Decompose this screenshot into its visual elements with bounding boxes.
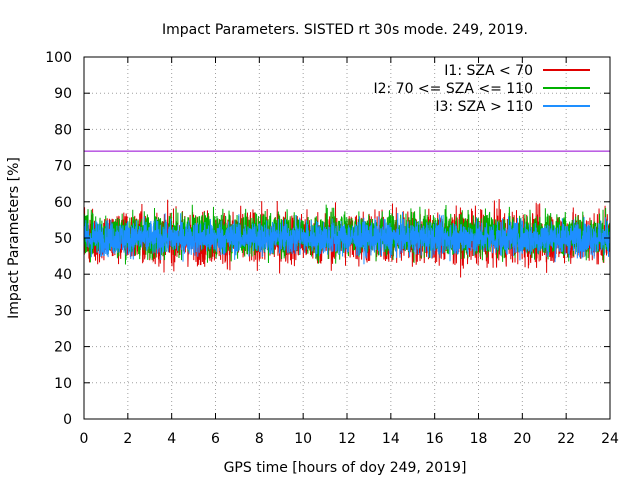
y-tick-label: 30: [54, 303, 72, 319]
x-tick-label: 16: [426, 431, 444, 447]
y-tick-label: 40: [54, 267, 72, 283]
x-tick-label: 8: [255, 431, 264, 447]
series-line-3: [83, 211, 611, 265]
y-tick-label: 10: [54, 376, 72, 392]
x-tick-label: 20: [513, 431, 531, 447]
x-tick-label: 10: [294, 431, 312, 447]
x-tick-label: 18: [470, 431, 488, 447]
plot-area: [83, 150, 611, 278]
y-tick-label: 50: [54, 231, 72, 247]
x-tick-label: 4: [167, 431, 176, 447]
y-tick-label: 100: [45, 50, 72, 66]
legend: I1: SZA < 70 I2: 70 <= SZA <= 110 I3: SZA …: [373, 63, 590, 115]
legend-label: I1: SZA < 70: [444, 63, 533, 79]
legend-label: I3: SZA > 110: [435, 99, 533, 115]
y-tick-label: 80: [54, 122, 72, 138]
chart-title: Impact Parameters. SISTED rt 30s mode. 2…: [162, 22, 528, 38]
y-tick-label: 20: [54, 340, 72, 356]
x-axis: 0 2 4 6 8 10 12 14 16 18 20 22 24: [80, 57, 619, 447]
y-axis: 0 10 20 30 40 50 60 70 80 90 100: [45, 50, 610, 428]
y-tick-label: 60: [54, 195, 72, 211]
legend-label: I2: 70 <= SZA <= 110: [373, 81, 533, 97]
x-tick-label: 24: [601, 431, 619, 447]
x-tick-label: 6: [211, 431, 220, 447]
x-tick-label: 14: [382, 431, 400, 447]
x-tick-label: 12: [338, 431, 356, 447]
y-tick-label: 0: [63, 412, 72, 428]
x-tick-label: 22: [557, 431, 575, 447]
y-tick-label: 70: [54, 159, 72, 175]
x-tick-label: 0: [80, 431, 89, 447]
y-tick-label: 90: [54, 86, 72, 102]
x-axis-label: GPS time [hours of doy 249, 2019]: [224, 460, 467, 476]
y-axis-label: Impact Parameters [%]: [6, 157, 22, 319]
x-tick-label: 2: [123, 431, 132, 447]
